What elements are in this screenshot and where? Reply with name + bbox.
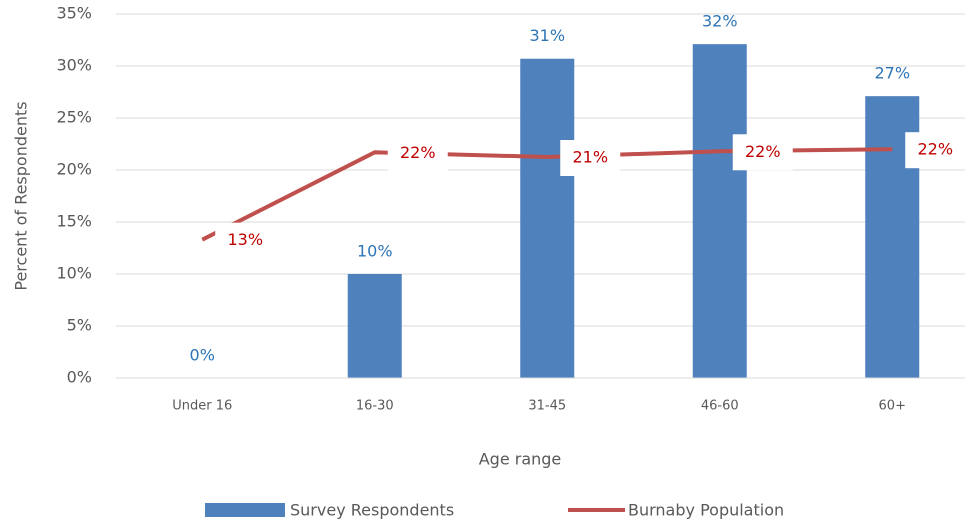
x-tick-label: 60+ — [879, 399, 906, 414]
x-tick-label: 46-60 — [701, 399, 739, 414]
y-tick-label: 0% — [67, 368, 92, 387]
y-tick-label: 5% — [67, 316, 92, 335]
x-tick-label: 31-45 — [528, 399, 566, 414]
legend-label: Survey Respondents — [290, 501, 454, 520]
label-box — [387, 135, 448, 172]
line-label: 22% — [400, 143, 436, 162]
bar-label: 27% — [874, 64, 910, 83]
y-tick-label: 35% — [56, 4, 92, 23]
bar-label: 31% — [529, 26, 565, 45]
y-axis-title: Percent of Respondents — [12, 101, 31, 290]
line-label: 13% — [227, 230, 263, 249]
y-tick-label: 15% — [56, 212, 92, 231]
x-tick-label: 16-30 — [356, 399, 394, 414]
line-label: 22% — [745, 142, 781, 161]
y-tick-label: 25% — [56, 108, 92, 127]
label-box — [215, 222, 276, 259]
y-tick-label: 30% — [56, 56, 92, 75]
bar-label: 10% — [357, 242, 393, 261]
bar-label: 0% — [190, 346, 215, 365]
x-tick-label: Under 16 — [172, 399, 232, 414]
line-label: 22% — [917, 140, 953, 159]
bar — [520, 58, 575, 378]
line-label: 21% — [572, 148, 608, 167]
legend-swatch — [205, 503, 285, 517]
label-box — [560, 140, 621, 176]
label-box — [732, 134, 793, 171]
bar — [347, 274, 402, 378]
bar-label: 32% — [702, 12, 738, 31]
y-tick-label: 20% — [56, 160, 92, 179]
bar — [692, 44, 747, 378]
legend-label: Burnaby Population — [628, 501, 784, 520]
label-box — [905, 132, 966, 169]
x-axis-title: Age range — [479, 450, 562, 469]
y-tick-label: 10% — [56, 264, 92, 283]
